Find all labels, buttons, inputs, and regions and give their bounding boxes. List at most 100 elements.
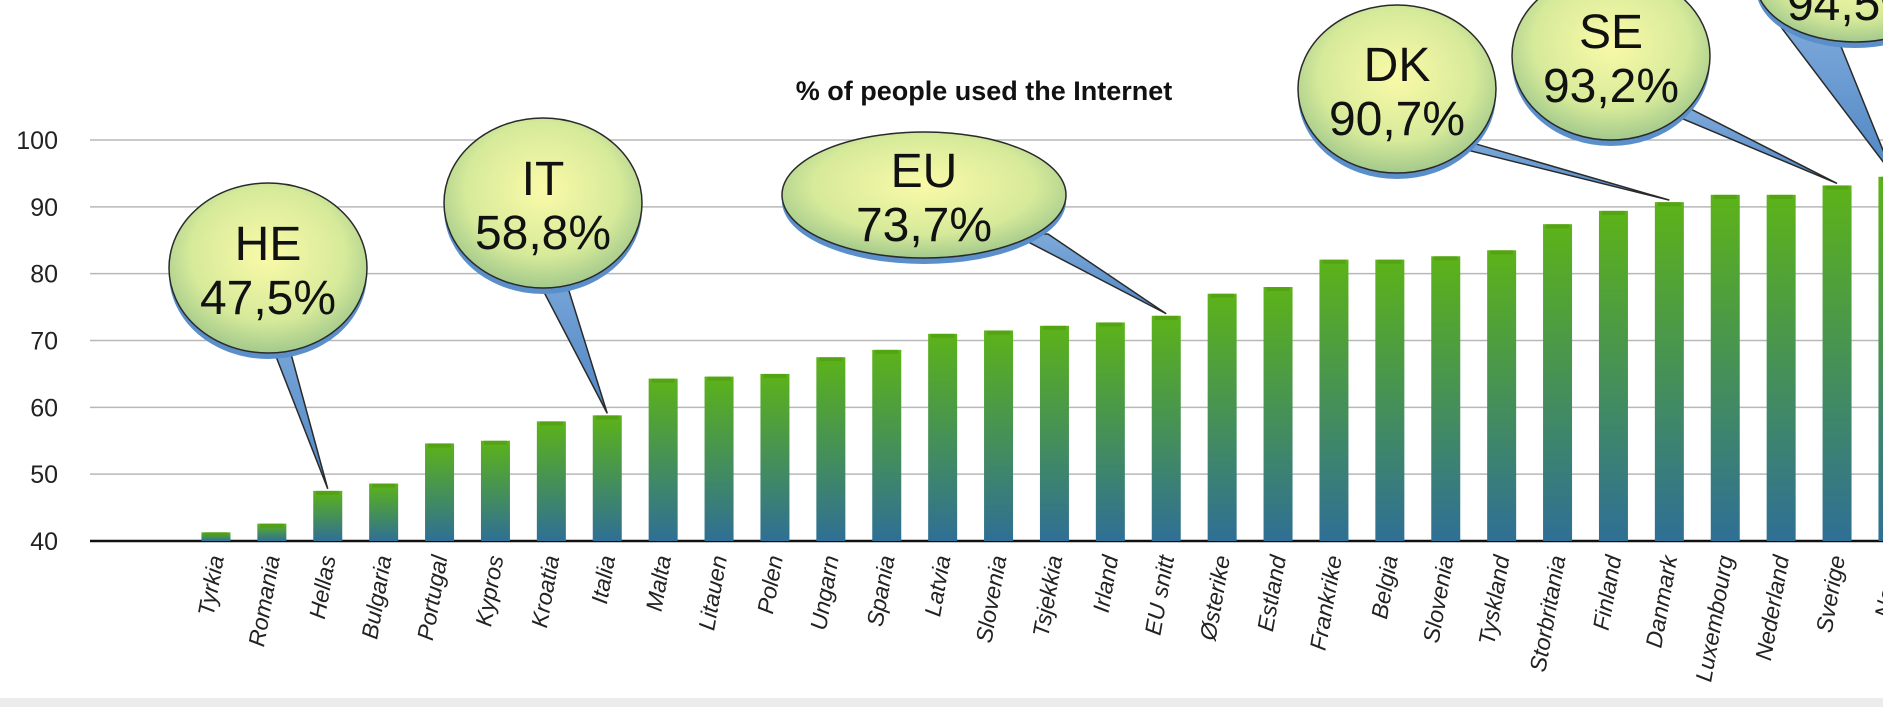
callout-value: 93,2%: [1543, 60, 1679, 113]
bar-top-shade: [372, 483, 396, 488]
x-tick-label: Tyrkia: [193, 553, 229, 617]
bar: [257, 523, 287, 541]
bar: [1375, 259, 1405, 541]
bar-top-shade: [1266, 287, 1290, 292]
y-tick-label: 40: [30, 528, 58, 556]
callout-value: 94,5%: [1787, 0, 1883, 31]
y-tick-label: 60: [30, 394, 58, 422]
x-tick-label: Belgia: [1366, 553, 1403, 620]
bar-top-shade: [1154, 315, 1178, 320]
x-tick-label: Finland: [1588, 552, 1627, 632]
bar-top-shade: [763, 373, 787, 378]
x-tick-label: Frankrike: [1305, 553, 1347, 652]
bar-top-shade: [428, 443, 452, 448]
bar: [1207, 293, 1237, 541]
x-tick-label: Bulgaria: [356, 553, 396, 641]
x-tick-label: Tyskland: [1473, 552, 1515, 647]
bar: [1319, 259, 1349, 541]
callout-label: SE: [1579, 6, 1643, 59]
bar: [872, 349, 902, 541]
bar-top-shade: [1210, 293, 1234, 298]
bar: [369, 483, 399, 541]
callout-ellipse: [168, 182, 368, 354]
x-tick-label: Slovenia: [1418, 553, 1459, 644]
callout-bubble: 94,5%: [1758, 0, 1883, 163]
y-tick-label: 90: [30, 194, 58, 222]
x-tick-label: Malta: [641, 553, 676, 613]
bar: [1263, 287, 1293, 541]
bar-top-shade: [819, 357, 843, 362]
bar: [1151, 315, 1181, 541]
bar: [1878, 176, 1883, 541]
bar-top-shade: [1881, 176, 1883, 181]
bar-top-shade: [483, 440, 507, 445]
bar: [928, 333, 958, 541]
callout-tail: [1656, 107, 1838, 185]
x-tick-label: Spania: [862, 553, 900, 628]
x-tick-label: Irland: [1088, 552, 1124, 614]
x-axis-labels: Tyrkia Romania Hellas Bulgaria Portugal Kypro…: [193, 552, 1883, 684]
y-tick-label: 80: [30, 261, 58, 289]
bar-top-shade: [1601, 210, 1625, 215]
bar: [1710, 194, 1740, 541]
bar-top-shade: [260, 523, 284, 528]
bar: [1039, 325, 1069, 541]
x-tick-label: Storbritania: [1524, 553, 1570, 673]
footer-strip: [0, 698, 1883, 707]
callout-value: 73,7%: [856, 199, 992, 252]
bar-top-shade: [931, 333, 955, 338]
bar: [1654, 202, 1684, 541]
bar: [313, 490, 343, 541]
x-tick-label: Hellas: [304, 553, 341, 621]
bar-top-shade: [651, 378, 675, 383]
bar-top-shade: [1769, 194, 1793, 199]
bar-top-shade: [595, 415, 619, 420]
callout-ellipse: [1759, 0, 1883, 43]
x-tick-label: Estland: [1252, 552, 1291, 633]
bar: [1598, 210, 1628, 542]
bar-top-shade: [875, 349, 899, 354]
x-tick-label: Sverige: [1811, 553, 1850, 634]
bar: [480, 440, 510, 541]
x-tick-label: Romania: [243, 553, 285, 648]
bar-top-shade: [539, 421, 563, 426]
x-tick-label: Østerike: [1194, 553, 1235, 643]
callout-label: HE: [235, 218, 302, 271]
callout-value: 90,7%: [1329, 93, 1465, 146]
bar-top-shade: [1490, 250, 1514, 255]
y-tick-label: 100: [16, 127, 58, 155]
x-tick-label: Nederland: [1750, 552, 1794, 662]
bar: [425, 443, 455, 541]
bar: [648, 378, 678, 541]
bar-top-shade: [1825, 185, 1849, 190]
bar-top-shade: [1378, 259, 1402, 264]
x-tick-label: EU snitt: [1140, 552, 1180, 637]
bar-top-shade: [1322, 259, 1346, 264]
bar: [1431, 256, 1461, 541]
callout-ellipse: [1511, 0, 1711, 141]
bar: [1095, 322, 1125, 541]
bar-top-shade: [1546, 224, 1570, 229]
callout-label: DK: [1364, 39, 1431, 92]
x-tick-label: Litauen: [693, 553, 732, 632]
bar-top-shade: [1098, 322, 1122, 327]
callout-ellipse: [1297, 4, 1497, 174]
bar-top-shade: [1434, 256, 1458, 261]
bar: [1822, 185, 1852, 542]
callout-label: IT: [522, 153, 565, 206]
bar-top-shade: [987, 330, 1011, 335]
bar: [201, 532, 231, 541]
bar-top-shade: [1042, 325, 1066, 330]
bar-top-shade: [316, 490, 340, 495]
callout-ellipse: [443, 117, 643, 289]
bars: [201, 176, 1883, 542]
y-axis-ticks: 40 50 60 70 80 90 100: [16, 127, 58, 556]
bar: [592, 415, 622, 541]
bar-top-shade: [204, 532, 228, 537]
x-tick-label: Polen: [752, 553, 788, 615]
